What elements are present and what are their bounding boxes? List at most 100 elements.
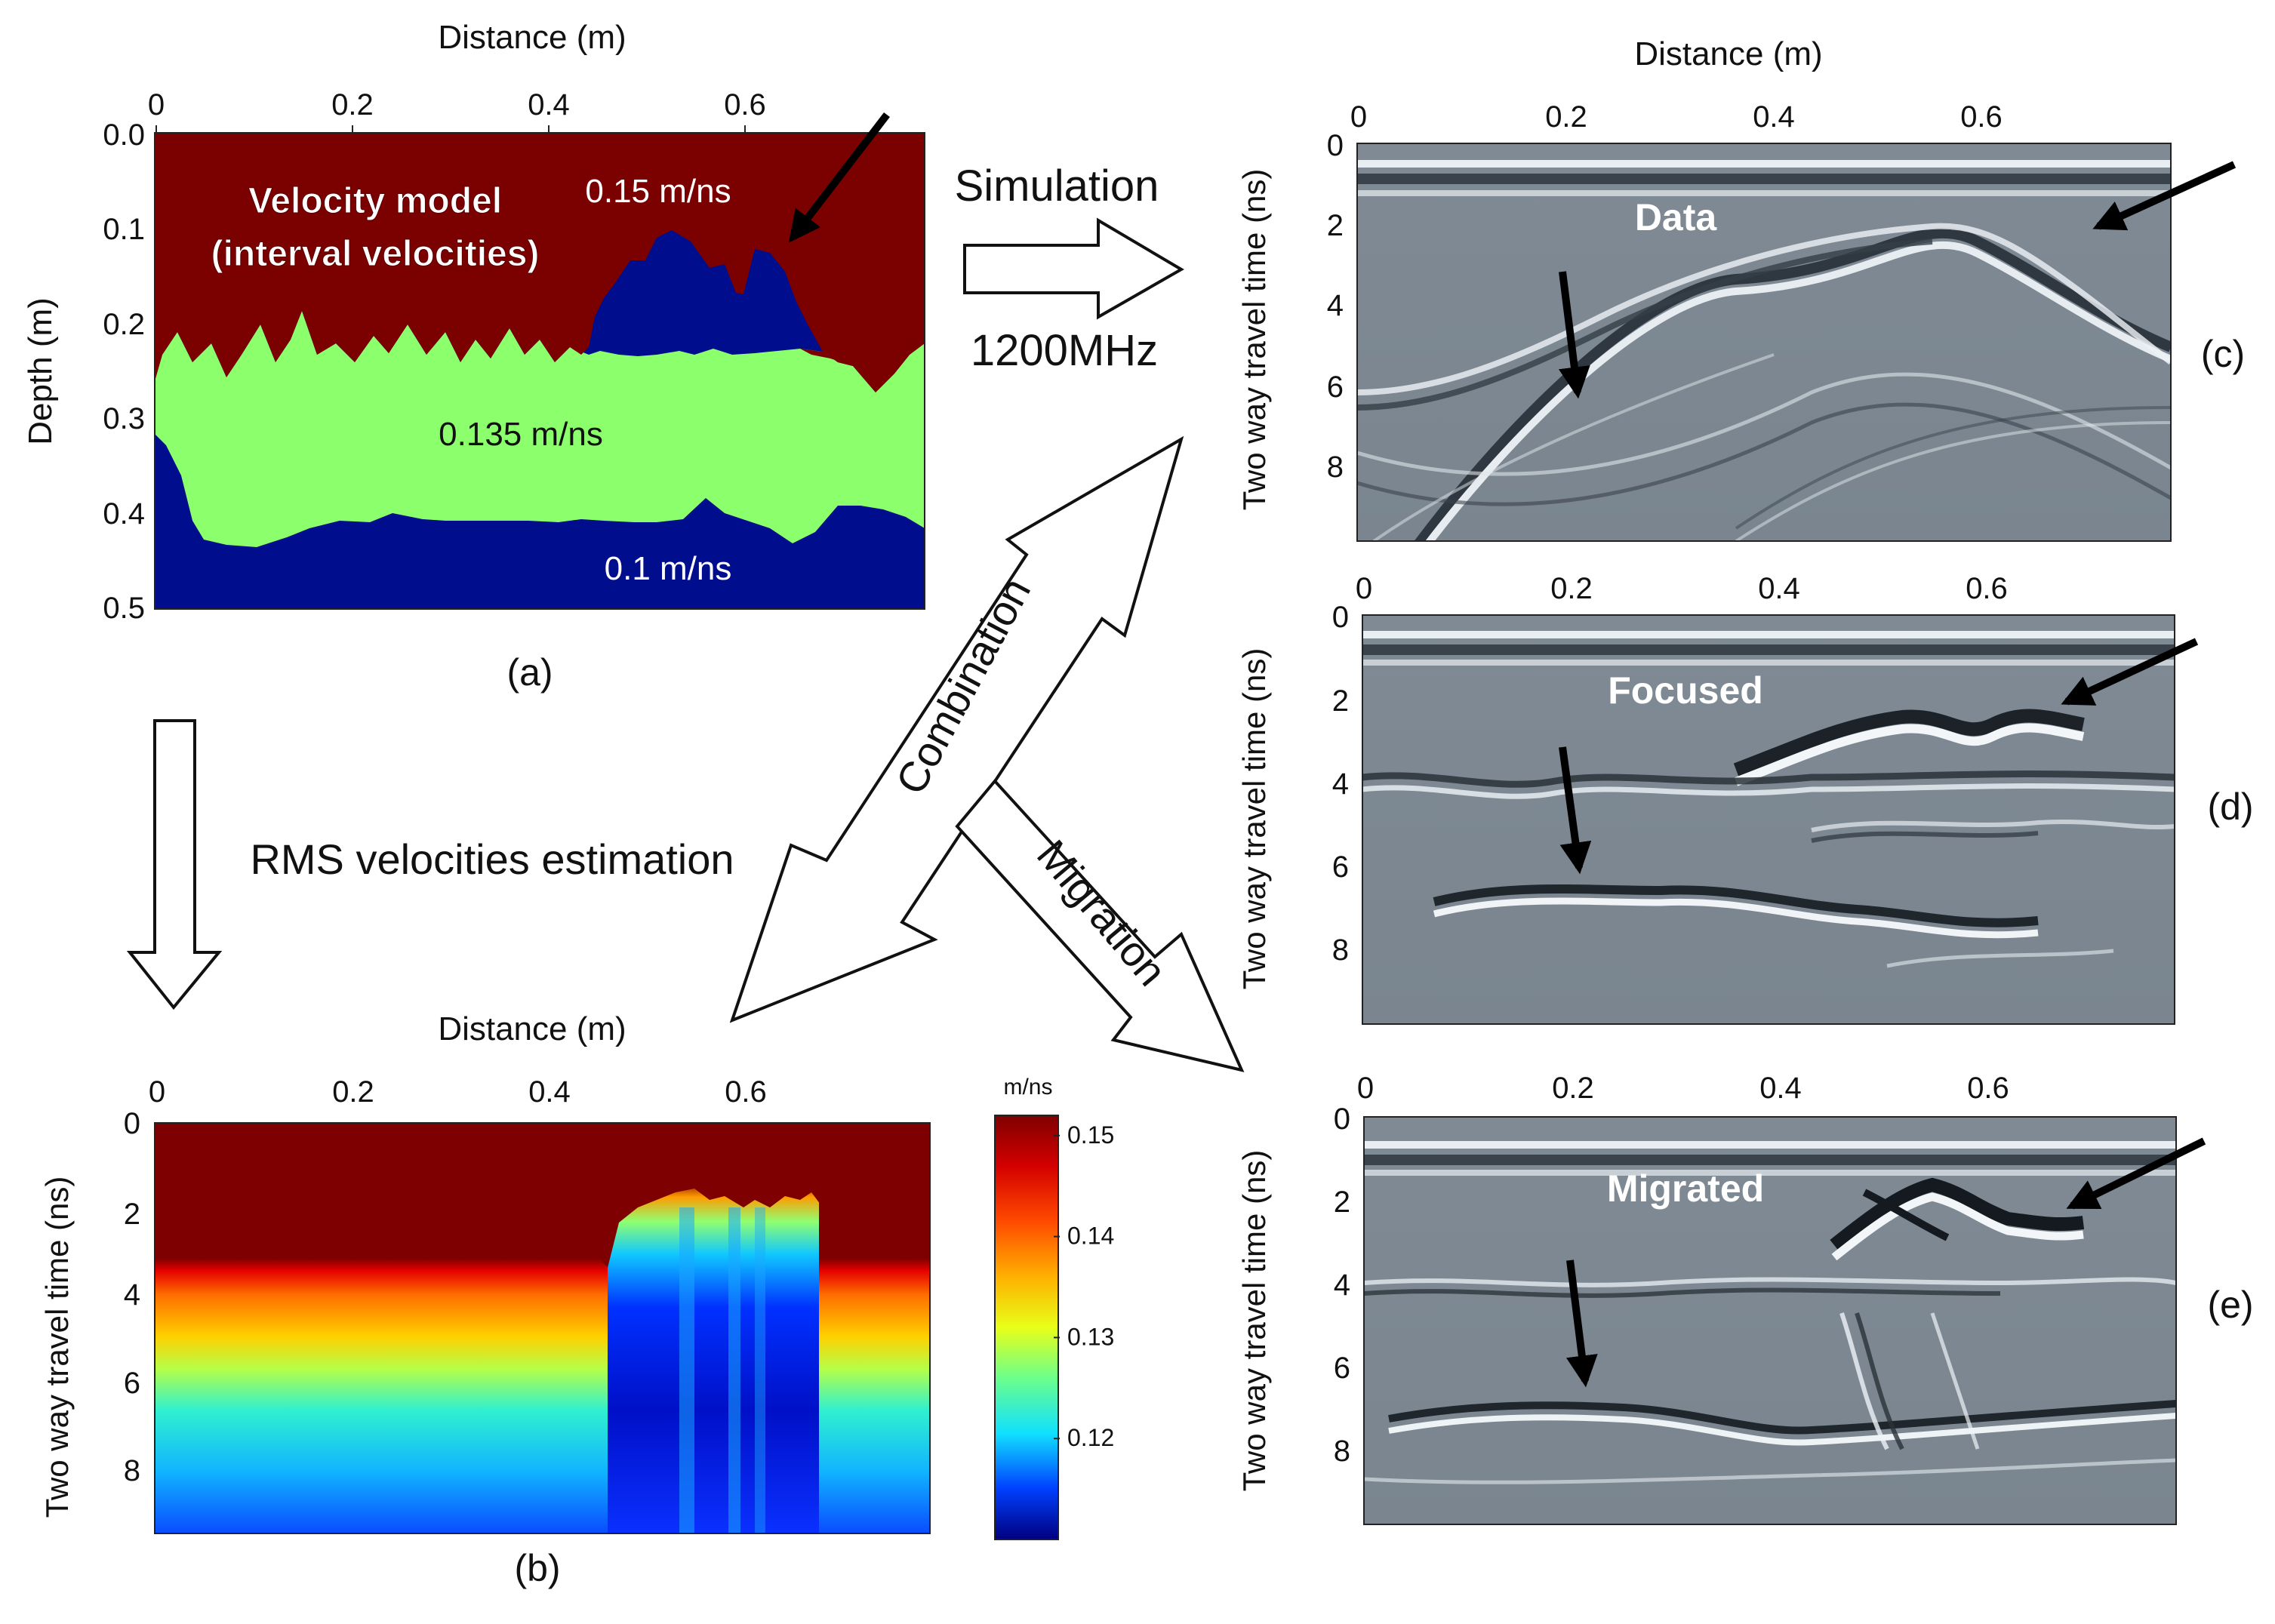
arrow-pointer	[788, 112, 890, 243]
tick-label: 6	[124, 1367, 140, 1400]
panel-a-yticks: 0.0 0.1 0.2 0.3 0.4 0.5	[103, 118, 145, 625]
panel-c-hyperbola	[1357, 223, 2171, 541]
panel-a-xticks: 0 0.2 0.4 0.6	[148, 88, 766, 133]
arrow-migration	[955, 778, 1245, 1072]
panel-b-xlabel: Distance (m)	[438, 1010, 626, 1047]
arrow-pointer	[2092, 161, 2237, 231]
panel-e-yticks: 0 2 4 6 8	[1334, 1103, 1350, 1468]
arrow-pointer	[1559, 746, 1592, 875]
tick-label: 6	[1332, 850, 1349, 884]
tick-label: 2	[124, 1198, 140, 1231]
arrow-pointer	[2061, 638, 2199, 706]
panel-e-ylabel: Two way travel time (ns)	[1236, 1150, 1272, 1492]
panel-c-xticks: 0 0.2 0.4 0.6	[1350, 100, 2003, 134]
panel-c-yticks: 0 2 4 6 8	[1327, 129, 1344, 484]
panel-c-ylabel: Two way travel time (ns)	[1236, 169, 1272, 511]
arrow-simulation	[963, 217, 1184, 320]
tick-label: 0	[1356, 572, 1372, 605]
tick-label: 0	[1350, 100, 1367, 134]
layer-top-velocity	[155, 133, 925, 392]
colorbar-unit: m/ns	[1003, 1075, 1052, 1100]
tick-label: 0.4	[1753, 100, 1795, 134]
arrow-pointer	[1565, 1260, 1598, 1388]
panel-c-frame	[1356, 143, 2172, 542]
colorbar-ticks: 0.15 0.14 0.13 0.12	[1054, 1121, 1114, 1451]
arrow-pointer	[2066, 1137, 2206, 1210]
layer-mid-velocity	[155, 311, 925, 547]
panel-a: Distance (m) 0 0.2 0.4 0.6 0.0 0.1 0.2 0…	[22, 19, 925, 694]
tick-label: 4	[1327, 289, 1344, 322]
panel-e-title: Migrated	[1607, 1167, 1764, 1210]
tick-label: 0.2	[331, 88, 374, 121]
panel-b-yticks: 0 2 4 6 8	[124, 1107, 140, 1487]
panel-e-frame	[1363, 1116, 2177, 1525]
tick-label: 0.2	[1552, 1072, 1594, 1105]
flow-simulation-label: Simulation	[955, 161, 1159, 211]
panel-b-ylabel: Two way travel time (ns)	[39, 1176, 75, 1518]
tick-label: 8	[1327, 451, 1344, 484]
colorbar-tick-label: 0.15	[1067, 1121, 1114, 1149]
rms-stripe	[755, 1207, 765, 1533]
colorbar-tick-label: 0.12	[1067, 1424, 1114, 1451]
panel-c-title: Data	[1635, 196, 1718, 238]
tick-label: 0.4	[103, 497, 145, 531]
tick-label: 0.2	[1550, 572, 1593, 605]
arrow-combination	[729, 435, 1184, 1023]
tick-label: 0.4	[1758, 572, 1800, 605]
tick-label: 0.6	[1960, 100, 2003, 134]
panel-d-ylabel: Two way travel time (ns)	[1236, 648, 1272, 990]
panel-a-title-1: Velocity model	[248, 181, 502, 221]
tick-label: 8	[1332, 933, 1349, 967]
panel-d-yticks: 0 2 4 6 8	[1332, 601, 1349, 967]
tick-label: 8	[1334, 1435, 1350, 1468]
panel-b-rms-velocity	[155, 1123, 930, 1533]
tick-label: 0.6	[1966, 572, 2008, 605]
tick-label: 0.3	[103, 402, 145, 435]
panel-b: Distance (m) 0 0.2 0.4 0.6 0 2 4 6 8 Two…	[39, 1010, 1114, 1589]
tick-label: 0	[124, 1107, 140, 1140]
tick-label: 0	[149, 1075, 165, 1109]
panel-a-label: (a)	[506, 651, 553, 694]
tick-label: 0	[148, 88, 165, 121]
flow-frequency-label: 1200MHz	[971, 326, 1158, 375]
layer-top-velocity-right	[800, 349, 853, 366]
tick-label: 2	[1332, 684, 1349, 718]
tick-label: 0.2	[1545, 100, 1587, 134]
tick-label: 0.5	[103, 592, 145, 625]
tick-label: 0.2	[103, 308, 145, 341]
panel-e-reflectors	[1364, 1177, 2176, 1484]
colorbar-tick-label: 0.14	[1067, 1223, 1114, 1250]
panel-d-frame	[1362, 614, 2175, 1025]
panel-b-label: (b)	[514, 1547, 560, 1589]
tick-label: 0.4	[528, 1075, 571, 1109]
panel-c-xlabel: Distance (m)	[1634, 35, 1822, 72]
tick-label: 0	[1334, 1103, 1350, 1136]
tick-label: 0.4	[1759, 1072, 1802, 1105]
panel-a-xlabel: Distance (m)	[438, 19, 626, 56]
panel-e-xticks: 0 0.2 0.4 0.6	[1357, 1072, 2009, 1105]
tick-label: 0.6	[1967, 1072, 2009, 1105]
tick-label: 4	[1334, 1269, 1350, 1302]
tick-label: 2	[1327, 209, 1344, 242]
panel-a-title-2: (interval velocities)	[211, 234, 540, 274]
rms-stripe	[679, 1207, 694, 1533]
arrow-pointer	[1558, 271, 1590, 399]
panel-c-label: (c)	[2201, 333, 2245, 375]
panel-d-label: (d)	[2207, 786, 2253, 828]
colorbar-gradient	[994, 1115, 1059, 1540]
tick-label: 0	[1357, 1072, 1374, 1105]
colorbar: m/ns 0.15 0.14 0.13 0.12	[994, 1075, 1114, 1540]
tick-label: 0.2	[332, 1075, 374, 1109]
tick-label: 0.6	[724, 88, 766, 121]
tick-label: 0.1	[103, 213, 145, 246]
velocity-label-bottom: 0.1 m/ns	[605, 550, 732, 587]
colorbar-tick-label: 0.13	[1067, 1323, 1114, 1350]
velocity-label-top: 0.15 m/ns	[585, 173, 731, 210]
panel-c-radargram	[1357, 143, 2171, 541]
panel-d-reflectors	[1362, 709, 2175, 968]
rms-stripe	[728, 1207, 740, 1533]
panel-c: Distance (m) 0 0.2 0.4 0.6	[1236, 35, 2245, 542]
tick-label: 0	[1327, 129, 1344, 162]
tick-label: 0.0	[103, 118, 145, 152]
